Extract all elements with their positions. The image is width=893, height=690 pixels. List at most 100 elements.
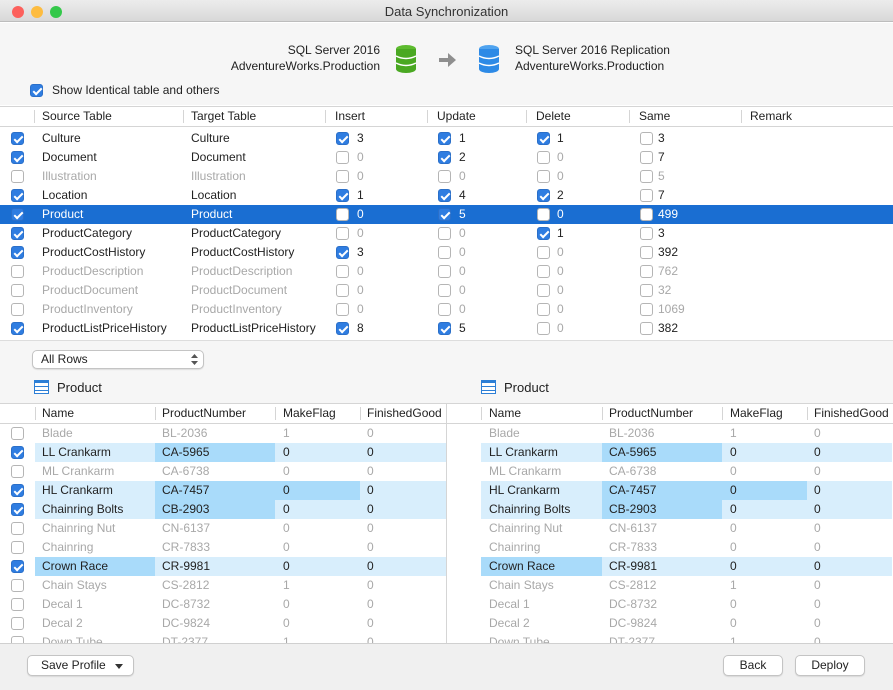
target-table: Illustration: [191, 169, 246, 183]
row-checkbox[interactable]: [11, 151, 24, 164]
target-table: ProductDescription: [191, 264, 293, 278]
row-checkbox[interactable]: [11, 560, 24, 573]
insert-checkbox[interactable]: [336, 303, 349, 316]
same-checkbox[interactable]: [640, 227, 653, 240]
back-button[interactable]: Back: [723, 655, 783, 676]
cell: 1: [283, 578, 290, 592]
row-checkbox[interactable]: [11, 465, 24, 478]
update-checkbox[interactable]: [438, 265, 451, 278]
cell: Chainring Nut: [489, 521, 563, 535]
changed-cell: [722, 481, 807, 500]
insert-checkbox[interactable]: [336, 246, 349, 259]
row-checkbox[interactable]: [11, 246, 24, 259]
same-checkbox[interactable]: [640, 189, 653, 202]
insert-checkbox[interactable]: [336, 132, 349, 145]
column-header: Same: [639, 109, 671, 123]
changed-cell: [155, 500, 275, 519]
update-count: 5: [459, 207, 466, 221]
delete-checkbox[interactable]: [537, 132, 550, 145]
insert-checkbox[interactable]: [336, 284, 349, 297]
cell: 0: [283, 502, 290, 516]
column-header: ProductNumber: [609, 406, 694, 420]
update-checkbox[interactable]: [438, 189, 451, 202]
update-checkbox[interactable]: [438, 170, 451, 183]
update-count: 0: [459, 264, 466, 278]
update-checkbox[interactable]: [438, 284, 451, 297]
row-checkbox[interactable]: [11, 541, 24, 554]
rows-filter-dropdown[interactable]: All Rows: [32, 350, 204, 369]
delete-checkbox[interactable]: [537, 189, 550, 202]
zoom-button[interactable]: [50, 6, 62, 18]
insert-checkbox[interactable]: [336, 265, 349, 278]
row-checkbox[interactable]: [11, 265, 24, 278]
delete-checkbox[interactable]: [537, 151, 550, 164]
row-checkbox[interactable]: [11, 170, 24, 183]
cell: 0: [814, 445, 821, 459]
update-checkbox[interactable]: [438, 322, 451, 335]
delete-checkbox[interactable]: [537, 170, 550, 183]
cell: 0: [814, 521, 821, 535]
delete-checkbox[interactable]: [537, 227, 550, 240]
row-checkbox[interactable]: [11, 484, 24, 497]
save-profile-button[interactable]: Save Profile: [27, 655, 134, 676]
same-checkbox[interactable]: [640, 265, 653, 278]
grid-header: [447, 403, 893, 424]
update-checkbox[interactable]: [438, 132, 451, 145]
cell: 0: [814, 578, 821, 592]
deploy-button[interactable]: Deploy: [795, 655, 865, 676]
update-checkbox[interactable]: [438, 227, 451, 240]
update-checkbox[interactable]: [438, 303, 451, 316]
delete-checkbox[interactable]: [537, 265, 550, 278]
same-checkbox[interactable]: [640, 170, 653, 183]
row-checkbox[interactable]: [11, 189, 24, 202]
delete-checkbox[interactable]: [537, 303, 550, 316]
row-checkbox[interactable]: [11, 427, 24, 440]
row-checkbox[interactable]: [11, 579, 24, 592]
row-checkbox[interactable]: [11, 503, 24, 516]
column-separator: [602, 407, 603, 420]
row-checkbox[interactable]: [11, 617, 24, 630]
insert-checkbox[interactable]: [336, 208, 349, 221]
same-checkbox[interactable]: [640, 132, 653, 145]
same-count: 382: [658, 321, 679, 335]
insert-checkbox[interactable]: [336, 151, 349, 164]
cell: 0: [814, 483, 821, 497]
same-checkbox[interactable]: [640, 284, 653, 297]
show-identical-checkbox[interactable]: [30, 84, 43, 97]
same-checkbox[interactable]: [640, 151, 653, 164]
target-table: ProductDocument: [191, 283, 288, 297]
insert-checkbox[interactable]: [336, 189, 349, 202]
same-count: 7: [658, 188, 665, 202]
update-checkbox[interactable]: [438, 246, 451, 259]
minimize-button[interactable]: [31, 6, 43, 18]
update-count: 0: [459, 302, 466, 316]
row-checkbox[interactable]: [11, 284, 24, 297]
same-checkbox[interactable]: [640, 322, 653, 335]
row-checkbox[interactable]: [11, 208, 24, 221]
delete-checkbox[interactable]: [537, 284, 550, 297]
row-checkbox[interactable]: [11, 522, 24, 535]
same-checkbox[interactable]: [640, 303, 653, 316]
row-checkbox[interactable]: [11, 322, 24, 335]
column-separator: [722, 407, 723, 420]
same-count: 1069: [658, 302, 685, 316]
row-checkbox[interactable]: [11, 446, 24, 459]
same-checkbox[interactable]: [640, 246, 653, 259]
source-db-icon: [395, 45, 417, 73]
row-checkbox[interactable]: [11, 303, 24, 316]
update-checkbox[interactable]: [438, 151, 451, 164]
insert-checkbox[interactable]: [336, 322, 349, 335]
row-checkbox[interactable]: [11, 598, 24, 611]
delete-checkbox[interactable]: [537, 208, 550, 221]
target-table: Culture: [191, 131, 230, 145]
row-checkbox[interactable]: [11, 227, 24, 240]
insert-checkbox[interactable]: [336, 170, 349, 183]
insert-checkbox[interactable]: [336, 227, 349, 240]
same-checkbox[interactable]: [640, 208, 653, 221]
delete-count: 0: [557, 169, 564, 183]
update-checkbox[interactable]: [438, 208, 451, 221]
delete-checkbox[interactable]: [537, 322, 550, 335]
delete-checkbox[interactable]: [537, 246, 550, 259]
row-checkbox[interactable]: [11, 132, 24, 145]
close-button[interactable]: [12, 6, 24, 18]
